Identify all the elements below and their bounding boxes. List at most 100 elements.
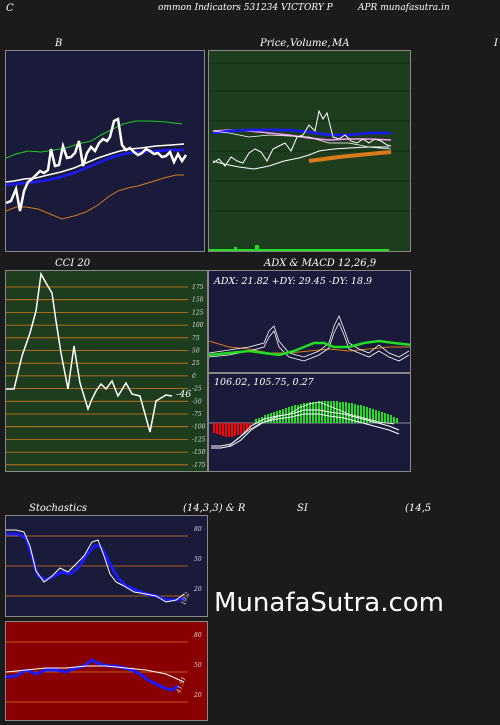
macd-bar-positive (354, 404, 356, 423)
macd-bar-negative (237, 423, 239, 435)
cci-tick-label: 125 (192, 309, 204, 316)
macd-bar-negative (225, 423, 227, 437)
macd-bar-negative (243, 423, 245, 432)
stoch-tick-label: 20 (193, 586, 202, 593)
cci-title: CCI 20 (55, 258, 91, 269)
cci-tick-label: 100 (192, 322, 204, 329)
adx-readout: ADX: 21.82 +DY: 29.45 -DY: 18.9 (213, 276, 372, 287)
macd-bar-positive (378, 411, 380, 423)
macd-bar-positive (309, 402, 311, 423)
cci-tick-label: -75 (192, 411, 202, 418)
macd-bar-positive (348, 403, 350, 423)
rsi-tick-label: 80 (194, 632, 202, 639)
macd-bar-positive (282, 409, 284, 423)
adx-chart: ADX: 21.82 +DY: 29.45 -DY: 18.9 (209, 276, 410, 362)
macd-bar-positive (270, 413, 272, 423)
macd-bar-positive (375, 410, 377, 423)
macd-panel: 106.02, 105.75, 0.27 (208, 373, 411, 472)
rsi-tick-label: 20 (193, 692, 202, 699)
macd-bar-positive (384, 413, 386, 423)
cci-tick-label: 50 (192, 348, 200, 355)
macd-bar-negative (216, 423, 218, 434)
volume-title: Volume, (290, 38, 331, 49)
macd-bar-negative (213, 423, 215, 433)
macd-bar-positive (300, 404, 302, 423)
rsi-params: (14,5 (405, 503, 432, 514)
header-left: C (6, 3, 14, 14)
header-site: APR munafasutra.in (358, 3, 450, 13)
cci-tick-label: -25 (192, 386, 202, 393)
macd-bar-negative (234, 423, 236, 436)
macd-bar-positive (381, 412, 383, 423)
cci-tick-label: -125 (192, 436, 206, 443)
macd-bar-negative (231, 423, 233, 437)
macd-bar-positive (255, 419, 257, 423)
cci-tick-label: 25 (191, 360, 200, 367)
bollinger-panel (5, 50, 205, 252)
stoch-tick-label: 50 (194, 556, 202, 563)
cci-tick-label: 75 (192, 335, 200, 342)
stochastics-panel: 80 50 20 19.2 (5, 515, 208, 617)
macd-bar-positive (288, 407, 290, 423)
macd-bar-positive (303, 403, 305, 423)
stoch-params: (14,3,3) & R (183, 503, 246, 514)
rsi-title: SI (297, 503, 308, 514)
macd-bar-negative (222, 423, 224, 436)
cci-tick-label: 150 (192, 297, 204, 304)
macd-bar-positive (396, 418, 398, 423)
macd-bar-positive (324, 401, 326, 423)
macd-bar-positive (360, 405, 362, 423)
cci-chart: 175 150 125 100 75 50 25 0 -25 -50 -75 -100 -125 -150… (6, 271, 206, 469)
macd-bar-positive (291, 406, 293, 423)
header-title: ommon Indicators 531234 VICTORY P (158, 3, 333, 13)
cci-tick-label: -150 (192, 449, 206, 456)
macd-chart: 106.02, 105.75, 0.27 (209, 377, 410, 449)
macd-bar-positive (339, 402, 341, 423)
stoch-title: Stochastics (29, 503, 87, 514)
ma-title: MA (332, 38, 350, 49)
price-title: Price, (260, 38, 290, 49)
cci-tick-label: -50 (192, 398, 202, 405)
stoch-value: 19.2 (180, 591, 191, 606)
macd-bar-positive (279, 410, 281, 423)
stochastics-chart: 80 50 20 19.2 (6, 526, 202, 606)
adx-panel: ADX: 21.82 +DY: 29.45 -DY: 18.9 (208, 270, 411, 373)
macd-bar-positive (342, 402, 344, 423)
macd-bar-negative (228, 423, 230, 437)
macd-bar-positive (318, 401, 320, 423)
macd-bar-negative (240, 423, 242, 434)
adx-macd-title: ADX & MACD 12,26,9 (264, 258, 377, 269)
macd-bar-positive (393, 417, 395, 423)
macd-bar-positive (387, 414, 389, 423)
macd-bar-positive (321, 401, 323, 423)
cci-tick-label: 175 (192, 284, 204, 291)
macd-bar-positive (294, 405, 296, 423)
macd-bar-positive (363, 406, 365, 423)
macd-bar-positive (357, 405, 359, 423)
watermark: MunafaSutra.com (214, 588, 445, 618)
rsi-tick-label: 50 (194, 662, 202, 669)
stoch-tick-label: 80 (194, 526, 202, 533)
cci-panel: 175 150 125 100 75 50 25 0 -25 -50 -75 -100 -125 -150… (5, 270, 208, 472)
macd-bar-positive (369, 408, 371, 423)
macd-readout: 106.02, 105.75, 0.27 (214, 377, 315, 388)
price-ma-panel (208, 50, 411, 252)
macd-bar-positive (351, 403, 353, 423)
cci-tick-label: -175 (192, 462, 206, 469)
cci-tick-label: 0 (192, 373, 196, 380)
macd-bar-positive (366, 407, 368, 423)
macd-bar-positive (312, 402, 314, 423)
cut-title: I (494, 38, 498, 49)
price-ma-chart (209, 62, 410, 251)
macd-bar-positive (285, 408, 287, 423)
macd-bar-positive (315, 402, 317, 423)
macd-bar-positive (372, 409, 374, 423)
macd-bar-negative (219, 423, 221, 435)
bollinger-title: B (55, 38, 63, 49)
macd-bar-positive (297, 405, 299, 423)
cci-tick-label: -100 (192, 424, 206, 431)
macd-bar-positive (333, 401, 335, 423)
bollinger-chart (6, 117, 188, 220)
macd-bar-positive (273, 412, 275, 423)
